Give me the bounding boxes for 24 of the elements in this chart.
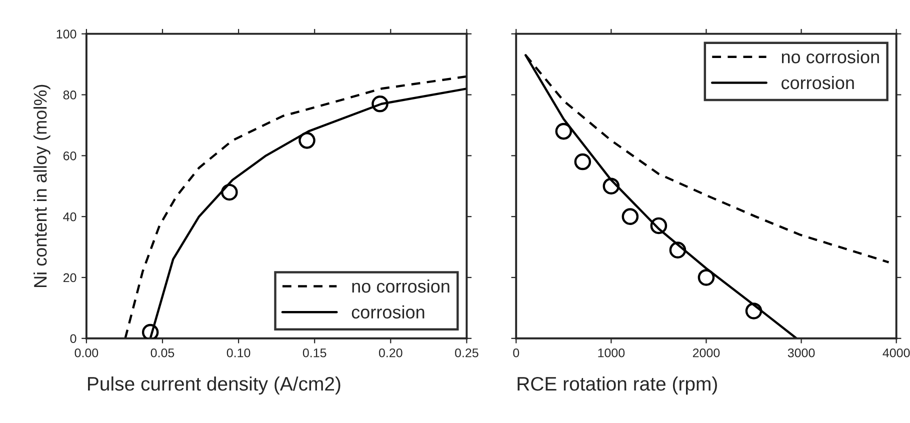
y-axis-title: Ni content in alloy (mol%) bbox=[33, 84, 50, 287]
x-tick-label: 1000 bbox=[598, 348, 625, 358]
legend-label: corrosion bbox=[782, 76, 854, 90]
x-axis-title: Pulse current density (A/cm2) bbox=[88, 376, 340, 395]
x-tick-label: 0.25 bbox=[455, 348, 478, 358]
x-tick-label: 0.15 bbox=[302, 348, 326, 358]
legend-label: no corrosion bbox=[782, 50, 879, 64]
legend-label: no corrosion bbox=[352, 279, 450, 293]
y-tick-label: 20 bbox=[63, 273, 76, 282]
x-tick-label: 0.05 bbox=[150, 348, 174, 358]
x-tick-label: 0.10 bbox=[226, 348, 250, 358]
y-tick-label: 0 bbox=[70, 334, 76, 344]
x-tick-label: 0.00 bbox=[74, 348, 98, 358]
y-tick-label: 80 bbox=[63, 90, 76, 100]
y-tick-label: 100 bbox=[56, 30, 76, 38]
x-tick-label: 0.20 bbox=[378, 348, 402, 358]
y-tick-label: 40 bbox=[63, 212, 76, 222]
x-tick-label: 4000 bbox=[882, 348, 910, 358]
legend-label: corrosion bbox=[352, 305, 424, 319]
x-axis-title: RCE rotation rate (rpm) bbox=[518, 376, 717, 395]
x-tick-label: 2000 bbox=[692, 348, 720, 358]
y-tick-label: 60 bbox=[63, 151, 76, 160]
x-tick-label: 3000 bbox=[788, 348, 815, 358]
x-tick-label: 0 bbox=[513, 348, 520, 358]
